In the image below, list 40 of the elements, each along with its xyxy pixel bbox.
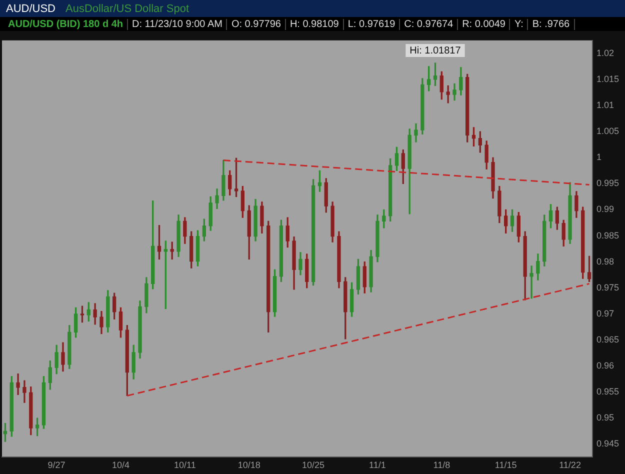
y-tick-label: 0.965 bbox=[596, 334, 620, 344]
x-tick-label: 11/22 bbox=[559, 460, 581, 470]
y-tick-label: 0.97 bbox=[596, 308, 614, 318]
annotation: Hi: 1.01817 bbox=[410, 46, 462, 57]
candlestick bbox=[530, 266, 534, 299]
text: B: .9766 bbox=[528, 18, 575, 30]
x-tick-label: 10/25 bbox=[302, 460, 325, 470]
y-tick-label: 1.005 bbox=[596, 126, 620, 136]
candlestick bbox=[16, 374, 20, 396]
text: L: 0.97619 bbox=[344, 18, 400, 30]
candlestick bbox=[446, 85, 450, 104]
chart-subtitle: AusDollar/US Dollar Spot bbox=[66, 2, 190, 14]
text: H: 0.98109 bbox=[286, 18, 344, 30]
y-tick-label: 0.98 bbox=[596, 256, 614, 266]
text: R: 0.0049 bbox=[458, 18, 510, 30]
x-tick-label: 10/4 bbox=[112, 460, 130, 470]
text: AUD/USD (BID) 180 d 4h bbox=[4, 18, 128, 30]
y-tick-label: 0.945 bbox=[596, 438, 620, 449]
x-tick-label: 11/15 bbox=[494, 460, 517, 470]
text: D: 11/23/10 9:00 AM bbox=[128, 18, 228, 30]
text: C: 0.97674 bbox=[400, 18, 458, 30]
y-tick-label: 0.99 bbox=[596, 204, 614, 214]
y-tick-label: 1.015 bbox=[596, 74, 620, 84]
y-tick-label: 0.96 bbox=[596, 360, 614, 371]
y-tick-label: 0.975 bbox=[596, 282, 620, 292]
x-tick-label: 10/11 bbox=[174, 460, 196, 470]
y-tick-label: 0.955 bbox=[596, 386, 620, 397]
x-tick-label: 11/8 bbox=[433, 460, 450, 470]
y-tick-label: 1.02 bbox=[596, 48, 614, 58]
x-tick-label: 11/1 bbox=[369, 460, 386, 470]
text: O: 0.97796 bbox=[227, 18, 286, 30]
y-tick-label: 0.95 bbox=[596, 412, 614, 423]
x-tick-label: 10/18 bbox=[238, 460, 260, 470]
y-tick-label: 1 bbox=[596, 152, 602, 162]
text: Y: bbox=[510, 18, 528, 30]
y-tick-label: 0.985 bbox=[596, 230, 620, 240]
y-tick-label: 1.01 bbox=[596, 100, 614, 110]
x-tick-label: 9/27 bbox=[48, 460, 66, 470]
y-tick-label: 0.995 bbox=[596, 178, 620, 188]
chart-title: AUD/USD bbox=[6, 2, 56, 14]
